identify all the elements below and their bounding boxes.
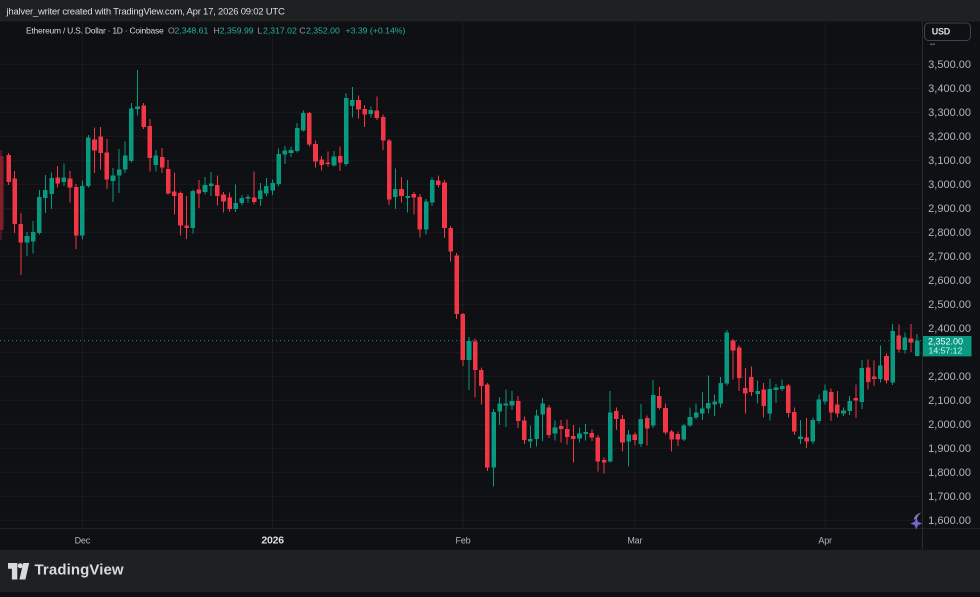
svg-text:1,900.00: 1,900.00: [928, 443, 971, 455]
svg-text:3,100.00: 3,100.00: [928, 155, 971, 167]
svg-text:1,700.00: 1,700.00: [928, 491, 971, 503]
svg-text:1,800.00: 1,800.00: [928, 467, 971, 479]
svg-text:14:57:12: 14:57:12: [929, 346, 963, 356]
svg-text:2,800.00: 2,800.00: [928, 227, 971, 239]
svg-text:TradingView: TradingView: [35, 562, 124, 579]
svg-text:2,352.00: 2,352.00: [928, 337, 963, 347]
svg-text:2,100.00: 2,100.00: [928, 395, 971, 407]
svg-text:1,600.00: 1,600.00: [928, 515, 971, 527]
svg-text:3,400.00: 3,400.00: [928, 83, 971, 95]
svg-text:2,600.00: 2,600.00: [928, 275, 971, 287]
svg-text:jhalver_writer created with Tr: jhalver_writer created with TradingView.…: [6, 6, 286, 17]
svg-text:Mar: Mar: [627, 536, 642, 546]
svg-text:2,500.00: 2,500.00: [928, 299, 971, 311]
svg-text:2,700.00: 2,700.00: [928, 251, 971, 263]
svg-text:Ethereum / U.S. Dollar · 1D ·: Ethereum / U.S. Dollar · 1D · Coinbase: [26, 25, 164, 35]
svg-text:2,200.00: 2,200.00: [928, 371, 971, 383]
svg-text:2,900.00: 2,900.00: [928, 203, 971, 215]
svg-text:3,200.00: 3,200.00: [928, 131, 971, 143]
svg-text:Apr: Apr: [818, 536, 832, 546]
svg-text:2,400.00: 2,400.00: [928, 323, 971, 335]
svg-text:3,300.00: 3,300.00: [928, 107, 971, 119]
svg-text:3,000.00: 3,000.00: [928, 179, 971, 191]
svg-text:Dec: Dec: [75, 536, 91, 546]
svg-text:3,500.00: 3,500.00: [928, 59, 971, 71]
svg-text:USD: USD: [932, 27, 951, 37]
svg-text:2026: 2026: [261, 535, 284, 547]
svg-text:Feb: Feb: [456, 536, 471, 546]
svg-text:2,000.00: 2,000.00: [928, 419, 971, 431]
